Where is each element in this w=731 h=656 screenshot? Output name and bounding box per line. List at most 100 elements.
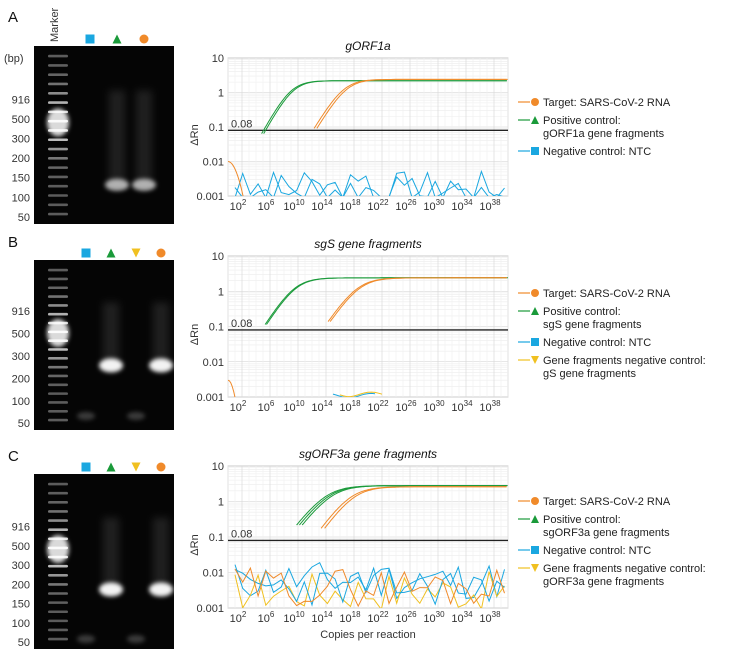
lane-smear [153, 302, 169, 366]
legend-subtext: gORF3a gene fragments [543, 576, 665, 588]
x-tick-label: 1014 [311, 610, 333, 625]
legend-marker [531, 289, 539, 297]
gel-ladder-label: 200 [12, 373, 30, 385]
ladder-band [48, 184, 68, 188]
series-line [234, 566, 505, 608]
gel-ladder-label: 300 [12, 560, 30, 572]
legend-text: Target: SARS-CoV-2 RNA [543, 97, 671, 109]
series-line [329, 277, 507, 322]
gel-image [34, 46, 174, 224]
ladder-band [48, 157, 68, 160]
x-tick-label: 1034 [451, 399, 473, 414]
x-tick-label: 102 [230, 610, 247, 625]
ladder-band [48, 392, 68, 395]
ladder-band [48, 482, 68, 486]
x-tick-label: 102 [230, 399, 247, 414]
legend-item: Negative control: NTC [518, 337, 651, 349]
y-tick-label: 1 [218, 286, 224, 298]
ladder-band [48, 348, 68, 351]
gel-ladder-label: 100 [12, 192, 30, 204]
ladder-band [48, 91, 68, 95]
ladder-bright-region [47, 108, 69, 137]
legend-text: Gene fragments negative control: [543, 563, 706, 575]
series-line [234, 567, 505, 607]
plot-title: sgORF3a gene fragments [299, 447, 437, 461]
y-tick-label: 0.001 [196, 191, 224, 203]
gel-lane-1-symbol [85, 34, 95, 44]
gel-ladder-label: 916 [12, 306, 30, 318]
sample-band [149, 582, 173, 597]
ladder-band [48, 418, 68, 422]
gel-lane-3-symbol [131, 462, 141, 472]
qpcr-plot: 0.001 0.01 0.1 1 10 102 106 1010 1014 1018 1022 102… [189, 39, 509, 213]
series-line [316, 78, 508, 129]
x-tick-label: 1010 [283, 399, 305, 414]
sample-band [105, 178, 129, 191]
series-line [332, 392, 376, 397]
legend-subtext: gORF1a gene fragments [543, 128, 665, 140]
y-tick-label: 0.1 [209, 532, 224, 544]
legend-subtext: gS gene fragments [543, 368, 636, 380]
legend: Target: SARS-CoV-2 RNA Positive control:s… [518, 496, 706, 588]
gel-marker-header: Marker [49, 7, 61, 42]
ladder-bright-region [47, 535, 69, 564]
series-line [234, 561, 505, 600]
gel-ladder-label: 916 [12, 522, 30, 534]
legend-text: Negative control: NTC [543, 146, 651, 158]
gel-ladder-label: 500 [12, 114, 30, 126]
ladder-band [48, 365, 68, 369]
threshold-label: 0.08 [231, 318, 252, 330]
legend-item: Negative control: NTC [518, 146, 651, 158]
ladder-band [48, 619, 68, 623]
panel-c: C 916 500 300 200 150 100 50 0.001 0.01 0.1 1 10 102 1… [8, 447, 706, 649]
faint-band [127, 635, 145, 643]
ladder-band [48, 573, 68, 577]
gel-ladder-label: 100 [12, 396, 30, 408]
panel-a: A Marker (bp) 916 500 300 200 150 100 50 0.001 0.01… [4, 7, 671, 224]
series-line [234, 170, 504, 196]
gel-ladder-label: 50 [18, 418, 30, 430]
legend-marker [531, 356, 539, 364]
gel-ladder-label: 150 [12, 173, 30, 185]
ladder-band [48, 54, 68, 58]
x-tick-label: 1022 [367, 198, 389, 213]
legend-marker [531, 564, 539, 572]
gel-bp-unit: (bp) [4, 53, 24, 65]
ladder-band [48, 383, 68, 387]
legend-item: Positive control:sgS gene fragments [518, 306, 642, 331]
x-tick-label: 1022 [367, 610, 389, 625]
y-tick-label: 0.01 [203, 568, 224, 580]
y-tick-label: 0.001 [196, 392, 224, 404]
y-tick-label: 0.1 [209, 122, 224, 134]
gel-ladder-label: 300 [12, 351, 30, 363]
sample-band [99, 582, 123, 597]
gel-lane-3-symbol [139, 34, 149, 44]
legend-marker [531, 515, 539, 523]
series-group [228, 277, 508, 397]
gel-image [34, 474, 174, 649]
legend-item: Negative control: NTC [518, 545, 651, 557]
legend-item: Target: SARS-CoV-2 RNA [518, 288, 671, 300]
panel-letter: A [8, 9, 18, 26]
x-tick-label: 1014 [311, 198, 333, 213]
ladder-band [48, 374, 68, 378]
y-tick-label: 0.01 [203, 357, 224, 369]
ladder-band [48, 519, 68, 522]
y-tick-label: 10 [212, 251, 224, 263]
ladder-band [48, 194, 68, 197]
lane-smear [103, 302, 119, 366]
legend: Target: SARS-CoV-2 RNA Positive control:g… [518, 97, 671, 158]
gel-lane-1-symbol [81, 462, 91, 472]
ladder-band [48, 510, 68, 513]
legend-text: Negative control: NTC [543, 545, 651, 557]
legend-item: Positive control:gORF1a gene fragments [518, 115, 665, 140]
legend-marker [531, 497, 539, 505]
ladder-band [48, 610, 68, 614]
qpcr-plot: 0.001 0.01 0.1 1 10 102 106 1010 1014 1018 1022 102… [189, 447, 509, 641]
gel-lane-1-symbol [81, 248, 91, 258]
ladder-band [48, 277, 68, 281]
gel-ladder-label: 200 [12, 153, 30, 165]
x-tick-label: 1034 [451, 198, 473, 213]
gel-lane-4-symbol [156, 248, 166, 258]
